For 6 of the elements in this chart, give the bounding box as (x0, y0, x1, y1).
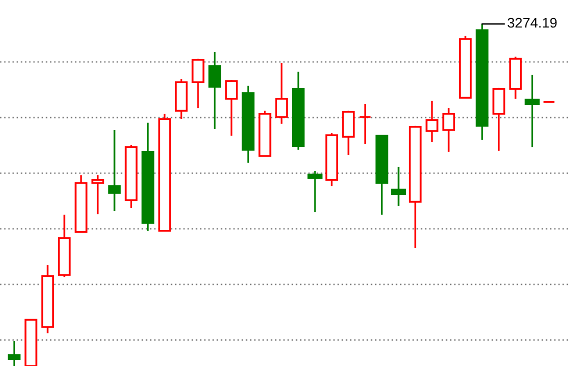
candlestick (275, 62, 288, 125)
annotation: 3274.19 (508, 18, 557, 28)
candlestick (108, 129, 121, 212)
candlestick (358, 103, 372, 145)
candlestick (426, 100, 438, 143)
candlestick (208, 51, 222, 130)
